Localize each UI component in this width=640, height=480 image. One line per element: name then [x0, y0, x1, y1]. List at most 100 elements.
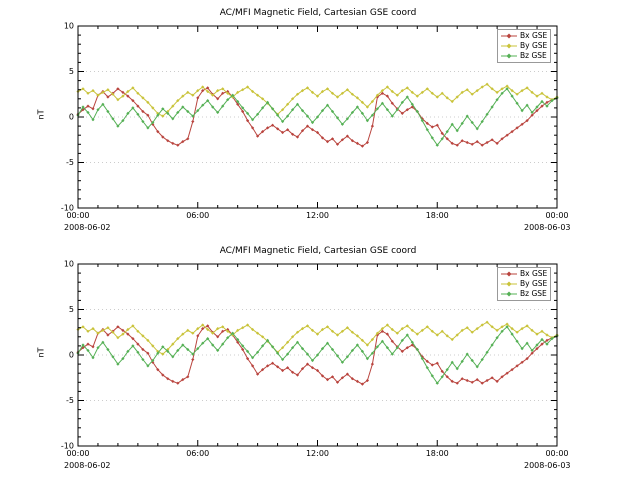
plot-panel-top: -10 -5 0 5 10 00:00 06:00 12:00 18:00 00:00 AC/MF…	[0, 2, 640, 240]
data-marker	[500, 329, 504, 333]
data-marker	[345, 355, 349, 359]
data-marker	[141, 120, 145, 124]
data-marker	[310, 128, 315, 132]
data-marker	[291, 346, 295, 350]
data-marker	[106, 347, 110, 352]
data-marker	[520, 122, 524, 126]
data-marker	[360, 100, 364, 104]
data-marker	[181, 94, 185, 98]
legend-marker-icon	[501, 43, 517, 49]
legend-item: By GSE	[501, 279, 547, 289]
data-marker	[335, 333, 340, 337]
data-marker	[196, 96, 200, 100]
data-marker	[515, 339, 519, 343]
plot-panel-bottom: -10 -5 0 5 10 00:00 06:00 12:00 18:00 00:00 AC/MF…	[0, 240, 640, 478]
data-marker	[281, 120, 285, 124]
data-marker	[151, 358, 155, 363]
data-marker	[151, 106, 155, 110]
data-marker	[360, 382, 364, 386]
data-marker	[101, 90, 105, 94]
data-marker	[176, 99, 180, 103]
data-marker	[81, 343, 85, 347]
data-marker	[181, 105, 185, 109]
x-tick-label: 12:00	[306, 211, 329, 220]
data-marker	[465, 378, 469, 383]
data-marker	[330, 329, 335, 333]
data-marker	[330, 109, 335, 114]
data-marker	[385, 346, 389, 350]
data-marker	[236, 99, 240, 104]
data-marker	[101, 102, 105, 106]
data-marker	[425, 87, 429, 91]
data-marker	[530, 348, 534, 352]
data-marker	[465, 114, 469, 118]
data-marker	[261, 344, 265, 348]
data-marker	[176, 110, 180, 114]
data-marker	[500, 91, 504, 95]
data-marker	[355, 334, 359, 338]
data-marker	[395, 93, 399, 97]
data-marker	[350, 92, 354, 96]
data-marker	[186, 90, 190, 94]
data-marker	[191, 93, 195, 97]
data-marker	[86, 91, 90, 95]
data-marker	[435, 123, 439, 127]
data-marker	[500, 375, 504, 379]
data-marker	[375, 331, 379, 335]
y-tick-label: 5	[69, 67, 74, 76]
data-marker	[340, 138, 344, 142]
data-marker	[221, 104, 225, 108]
data-marker	[370, 99, 374, 104]
data-marker	[390, 339, 394, 343]
data-marker	[146, 126, 150, 130]
data-marker	[166, 347, 170, 352]
data-marker	[385, 85, 389, 89]
data-marker	[480, 358, 484, 362]
data-marker	[390, 114, 394, 118]
data-marker	[281, 346, 285, 350]
data-marker	[485, 82, 489, 86]
data-marker	[490, 376, 494, 380]
data-marker	[136, 91, 140, 95]
data-marker	[485, 320, 489, 324]
data-marker	[241, 347, 245, 352]
data-marker	[166, 377, 170, 381]
data-marker	[186, 375, 190, 379]
data-marker	[186, 347, 190, 352]
data-marker	[415, 94, 419, 98]
data-marker	[375, 345, 379, 349]
data-marker	[430, 363, 434, 367]
data-marker	[121, 94, 125, 98]
data-marker	[365, 119, 369, 123]
data-marker	[325, 140, 330, 144]
data-marker	[251, 118, 255, 122]
legend-label: Bx GSE	[520, 269, 548, 278]
x-tick-label: 00:00	[66, 449, 89, 458]
data-marker	[266, 338, 270, 342]
data-marker	[460, 90, 464, 94]
data-marker	[191, 358, 195, 362]
data-marker	[520, 89, 524, 93]
data-marker	[116, 124, 120, 128]
data-marker	[246, 111, 250, 115]
data-marker	[355, 379, 359, 383]
data-marker	[291, 97, 295, 101]
data-marker	[345, 88, 349, 92]
data-marker	[131, 99, 135, 103]
data-marker	[535, 343, 539, 347]
data-marker	[86, 104, 90, 108]
data-marker	[365, 357, 369, 361]
data-marker	[295, 135, 300, 139]
data-marker	[320, 327, 325, 332]
data-marker	[91, 107, 95, 111]
data-marker	[256, 134, 260, 138]
data-marker	[325, 103, 330, 107]
legend: Bx GSE By GSE Bz GSE	[497, 29, 552, 63]
data-marker	[156, 130, 160, 134]
data-marker	[415, 109, 419, 114]
data-marker	[131, 86, 135, 90]
data-marker	[340, 91, 344, 95]
data-marker	[475, 140, 479, 144]
data-marker	[540, 99, 544, 104]
